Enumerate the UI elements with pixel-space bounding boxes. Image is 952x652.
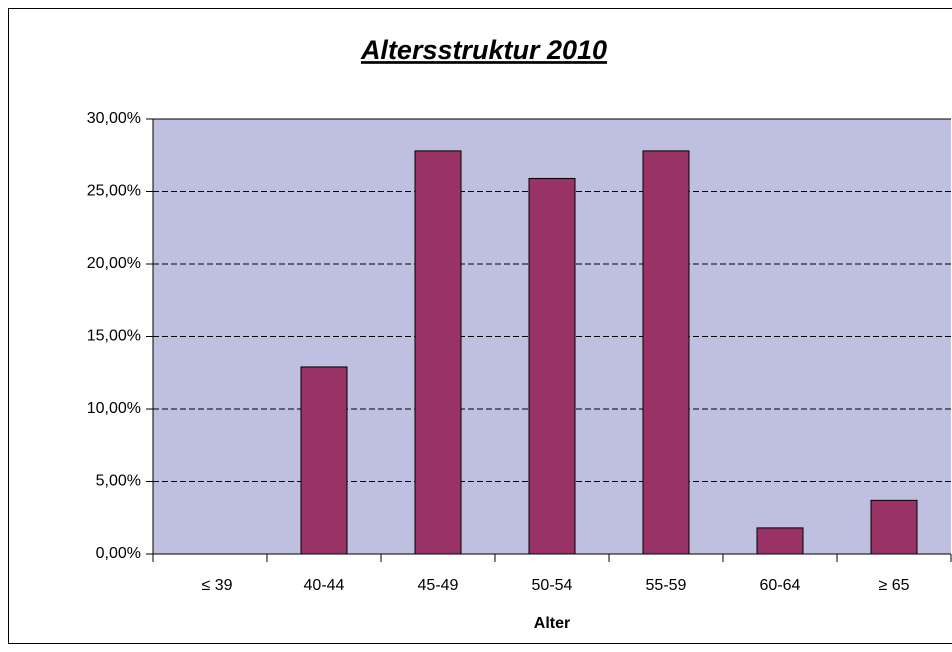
y-tick-label: 10,00% (87, 400, 141, 417)
bar (870, 499, 918, 555)
x-tick-label: 40-44 (304, 577, 345, 594)
bar (414, 150, 462, 555)
bar (756, 527, 804, 555)
chart-title: Altersstruktur 2010 (360, 35, 607, 65)
y-tick-label: 30,00% (87, 110, 141, 127)
y-tick-label: 0,00% (96, 545, 141, 562)
y-tick-label: 15,00% (87, 328, 141, 345)
y-tick-label: 5,00% (96, 473, 141, 490)
x-tick-label: 55-59 (646, 577, 687, 594)
y-tick-label: 20,00% (87, 255, 141, 272)
x-tick-label: ≤ 39 (201, 577, 232, 594)
x-tick-label: 45-49 (418, 577, 459, 594)
x-axis-label: Alter (534, 615, 570, 632)
x-tick-label: 60-64 (760, 577, 801, 594)
x-tick-label: 50-54 (532, 577, 573, 594)
x-tick-label: ≥ 65 (878, 577, 909, 594)
bar (528, 177, 576, 555)
bar (642, 150, 690, 555)
y-tick-label: 25,00% (87, 183, 141, 200)
bar (300, 366, 348, 555)
